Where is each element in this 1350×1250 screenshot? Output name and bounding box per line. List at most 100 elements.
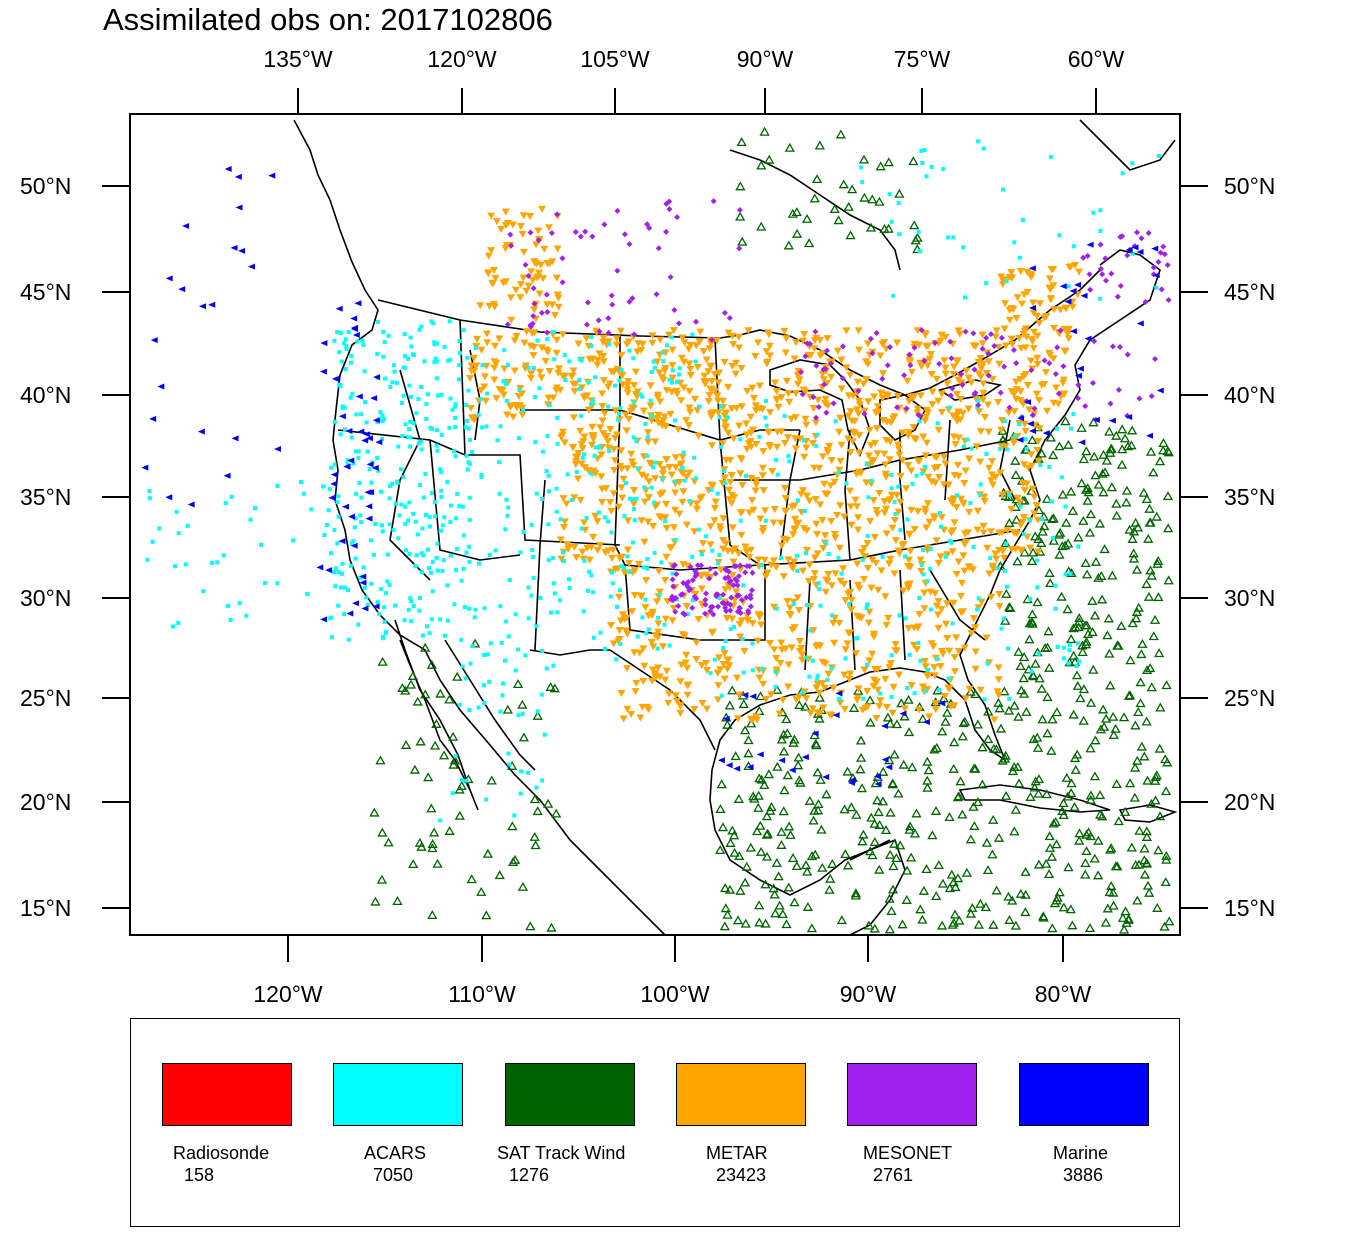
metar-marker [781, 494, 790, 502]
satwind-marker [512, 679, 524, 689]
satwind-marker [1142, 880, 1154, 890]
satwind-marker [759, 780, 770, 790]
metar-marker [490, 342, 499, 350]
metar-marker [731, 370, 740, 378]
acars-marker [332, 570, 337, 575]
metar-marker [816, 501, 825, 509]
satwind-marker [1065, 904, 1076, 914]
metar-marker [877, 567, 886, 575]
metar-marker [646, 402, 655, 410]
metar-marker [1030, 493, 1039, 501]
mesonet-marker [703, 590, 710, 597]
metar-marker [965, 564, 974, 572]
acars-marker [394, 380, 399, 385]
satwind-marker [915, 904, 926, 914]
acars-marker [878, 691, 883, 696]
acars-marker [440, 568, 445, 573]
acars-marker [403, 521, 408, 526]
metar-marker [759, 448, 768, 456]
acars-marker [342, 341, 347, 346]
acars-marker [656, 615, 661, 620]
satwind-marker [508, 857, 519, 866]
satwind-marker [949, 737, 960, 747]
satwind-marker [772, 684, 783, 694]
metar-marker [855, 432, 864, 440]
marine-marker [1029, 304, 1037, 311]
satwind-marker [1034, 673, 1045, 683]
mesonet-marker [903, 405, 910, 412]
metar-marker [646, 382, 655, 390]
acars-marker [1049, 499, 1054, 504]
acars-marker [415, 532, 420, 537]
mesonet-marker [644, 221, 651, 228]
marine-marker [370, 395, 378, 402]
acars-marker [430, 589, 435, 594]
acars-marker [361, 342, 366, 347]
acars-marker [467, 708, 472, 713]
metar-marker [859, 576, 868, 584]
satwind-marker [1127, 618, 1138, 628]
satwind-marker [873, 807, 884, 817]
acars-marker [912, 691, 917, 696]
metar-marker [574, 475, 583, 483]
acars-marker [408, 435, 413, 440]
metar-marker [725, 496, 734, 504]
metar-marker [598, 417, 607, 425]
satwind-marker [1089, 771, 1101, 781]
acars-marker [920, 547, 925, 552]
metar-marker [1005, 316, 1014, 324]
acars-marker [757, 434, 762, 439]
metar-marker [644, 494, 653, 502]
metar-marker [676, 701, 685, 709]
metar-marker [800, 453, 809, 461]
satwind-marker [855, 735, 867, 745]
metar-marker [743, 617, 752, 625]
metar-marker [617, 484, 626, 492]
metar-marker [997, 443, 1006, 451]
mesonet-marker [737, 609, 744, 616]
metar-marker [854, 410, 863, 418]
mesonet-marker [997, 389, 1004, 396]
metar-marker [882, 703, 891, 711]
metar-marker [664, 331, 673, 339]
acars-marker [435, 541, 440, 546]
acars-marker [916, 230, 921, 235]
acars-marker [464, 550, 469, 555]
top-tick-label: 60°W [1068, 46, 1125, 72]
satwind-marker [958, 718, 969, 728]
metar-marker [671, 692, 680, 700]
metar-marker [489, 279, 498, 287]
metar-marker [820, 684, 829, 692]
acars-marker [540, 496, 545, 501]
mesonet-marker [911, 344, 918, 351]
satwind-marker [733, 794, 744, 803]
metar-marker [1027, 271, 1036, 279]
mesonet-marker [725, 574, 732, 581]
acars-marker [421, 633, 426, 638]
satwind-marker [423, 772, 434, 782]
metar-marker [840, 705, 849, 713]
marine-marker [1080, 292, 1088, 299]
acars-marker [516, 436, 521, 441]
metar-marker [973, 526, 982, 534]
acars-marker [531, 366, 536, 371]
metar-marker [623, 382, 632, 390]
acars-marker [430, 426, 435, 431]
metar-marker [869, 456, 878, 464]
acars-marker [550, 556, 555, 561]
metar-marker [595, 350, 604, 358]
metar-marker [770, 646, 779, 654]
metar-marker [665, 464, 674, 472]
satwind-marker [1139, 751, 1150, 761]
satwind-marker [874, 864, 885, 874]
mesonet-marker [702, 610, 709, 617]
mesonet-marker [720, 591, 727, 598]
mesonet-marker [1114, 293, 1121, 300]
acars-marker [457, 504, 462, 509]
metar-marker [871, 559, 880, 567]
metar-marker [824, 670, 833, 678]
metar-marker [896, 472, 905, 480]
acars-marker [482, 653, 487, 658]
metar-marker [780, 484, 789, 492]
acars-marker [201, 589, 206, 594]
